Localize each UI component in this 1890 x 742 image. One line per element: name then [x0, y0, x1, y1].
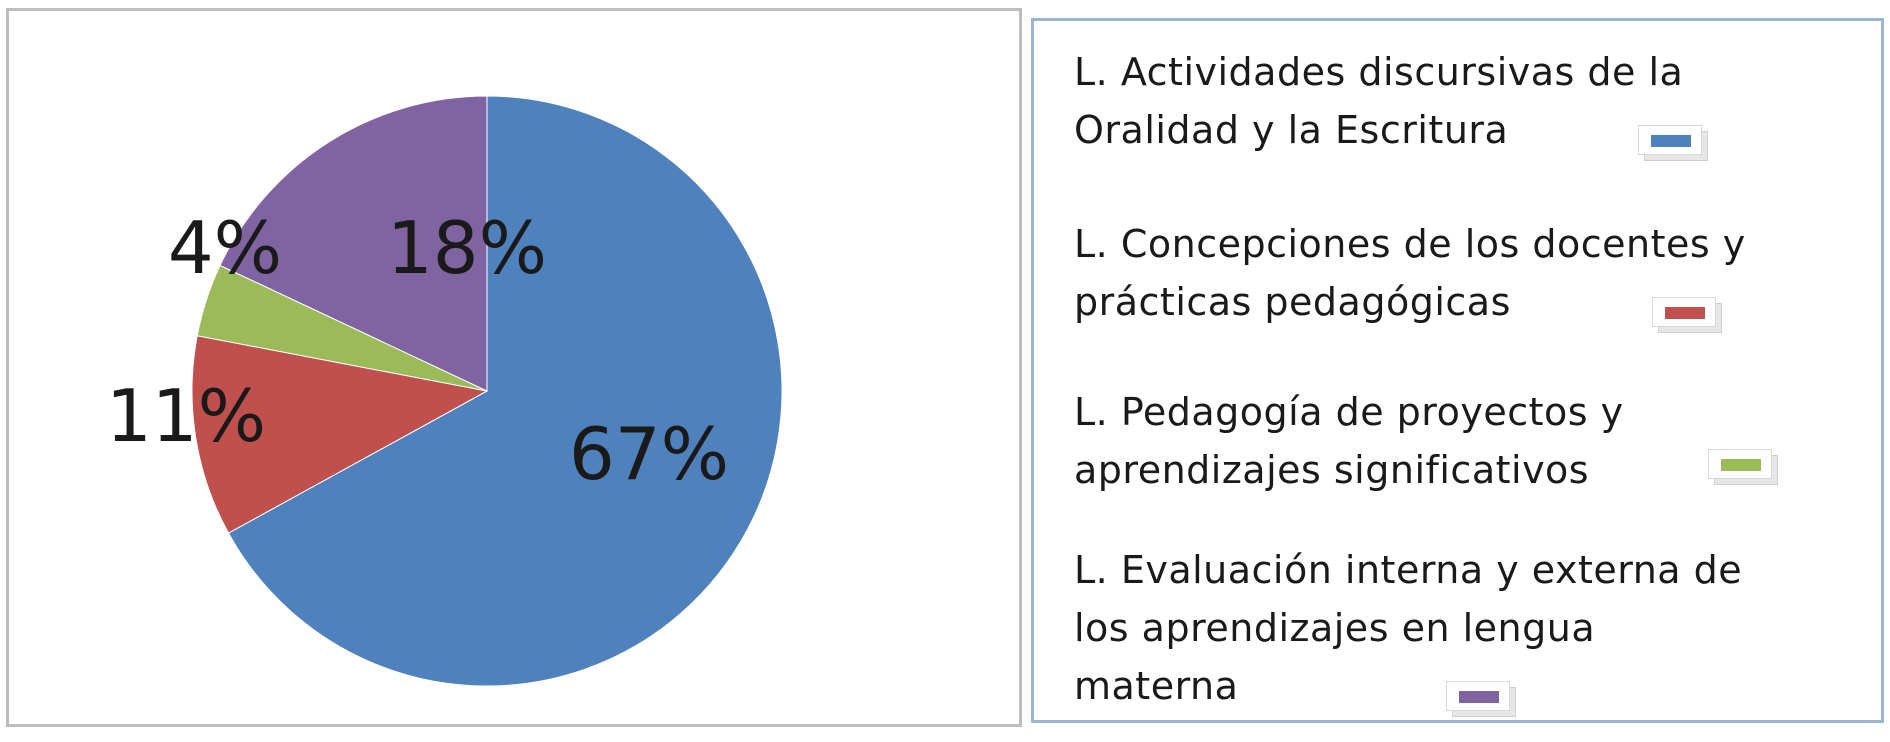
legend: L. Actividades discursivas de la Oralida… — [1031, 18, 1884, 723]
legend-swatch-red — [1652, 297, 1722, 333]
data-label-4pct: 4% — [168, 206, 282, 290]
legend-item-pedagogia: L. Pedagogía de proyectos y aprendizajes… — [1074, 383, 1861, 499]
legend-item-concepciones: L. Concepciones de los docentes y prácti… — [1074, 215, 1861, 333]
data-label-18pct: 18% — [387, 206, 547, 290]
slice-concepciones-docentes — [191, 335, 489, 534]
pie-chart: 67% 11% 4% 18% — [106, 95, 783, 687]
legend-swatch-blue — [1638, 125, 1708, 161]
slice-oralidad-escritura — [227, 95, 783, 687]
legend-item-evaluacion: L. Evaluación interna y externa de los a… — [1074, 541, 1861, 717]
legend-label: L. Pedagogía de proyectos y aprendizajes… — [1074, 390, 1624, 492]
chart-area: 67% 11% 4% 18% — [6, 8, 1022, 727]
data-label-11pct: 11% — [106, 374, 266, 458]
data-label-67pct: 67% — [569, 412, 729, 496]
legend-label: L. Actividades discursivas de la Oralida… — [1074, 50, 1684, 152]
legend-swatch-purple — [1446, 681, 1516, 717]
legend-item-actividades: L. Actividades discursivas de la Oralida… — [1074, 43, 1861, 161]
legend-label: L. Concepciones de los docentes y prácti… — [1074, 222, 1746, 324]
legend-swatch-green — [1708, 449, 1778, 485]
legend-label: L. Evaluación interna y externa de los a… — [1074, 548, 1743, 708]
slice-evaluacion — [219, 95, 488, 392]
